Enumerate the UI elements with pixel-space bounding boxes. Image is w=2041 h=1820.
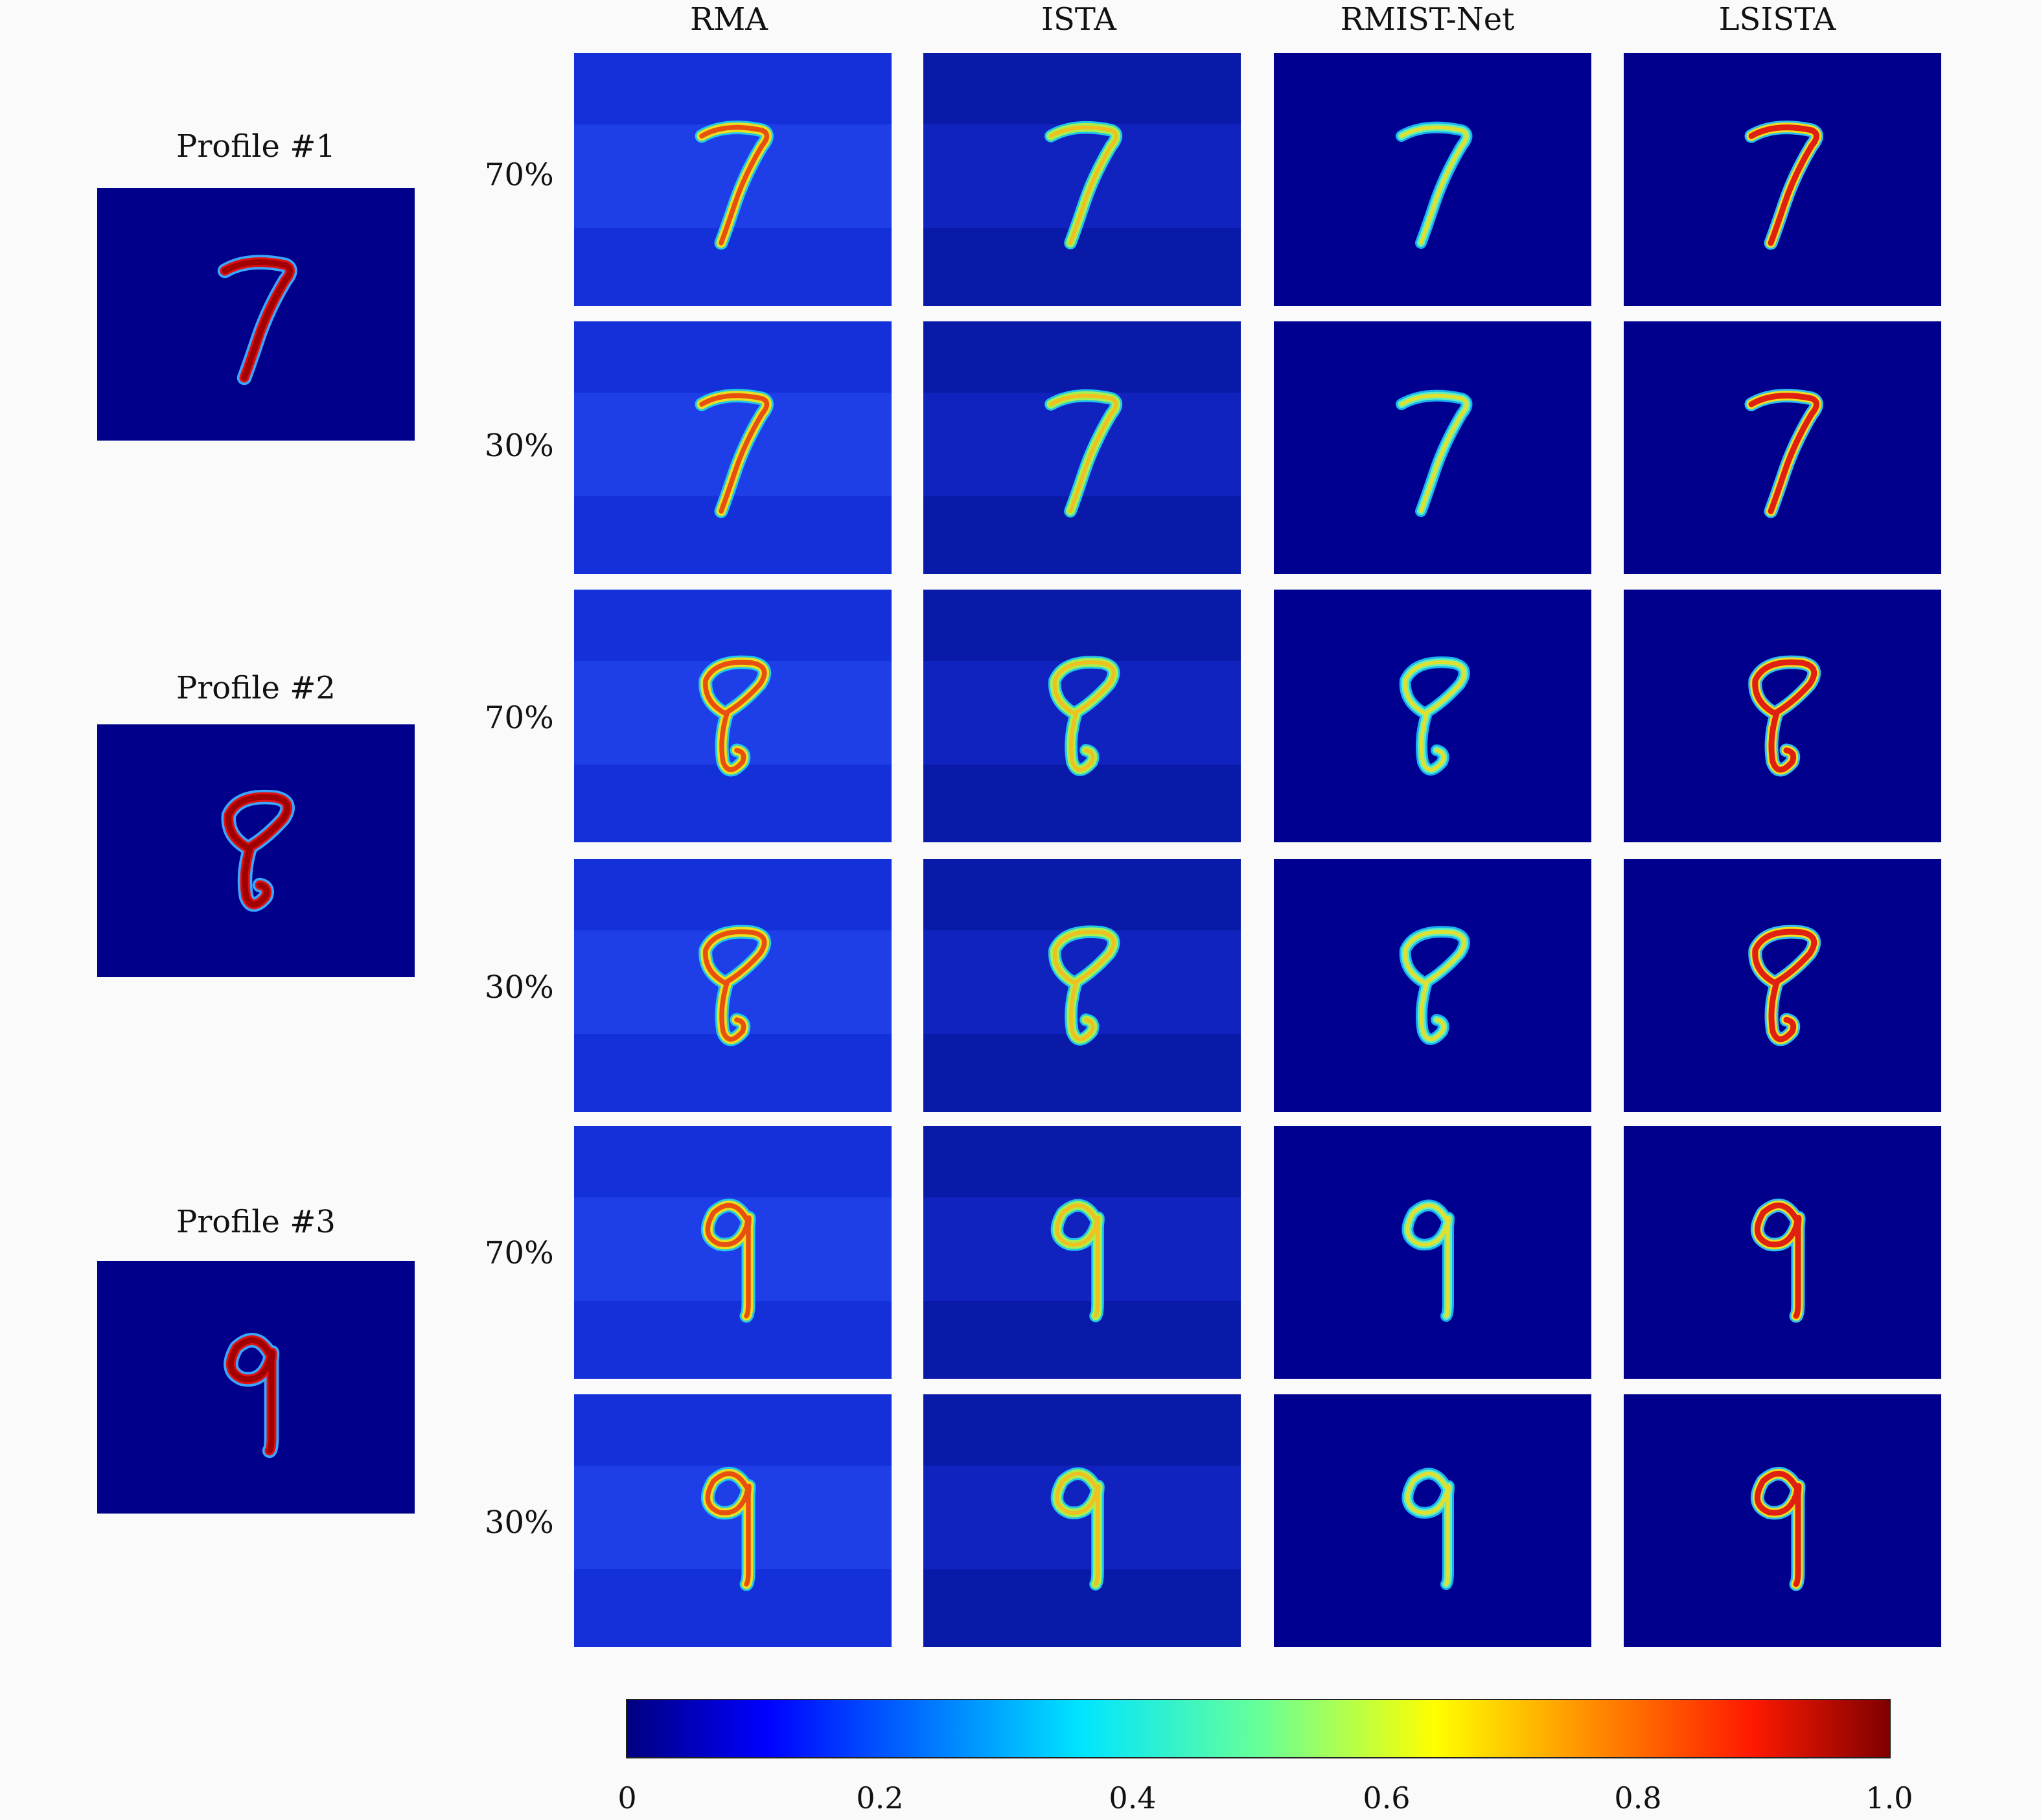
- reconstruction-r3-c4: [1624, 590, 1941, 842]
- colorbar-tick-5: 1.0: [1865, 1780, 1913, 1815]
- reconstruction-r1-c2: [923, 53, 1241, 306]
- reconstruction-r1-c3-image: [1274, 53, 1591, 306]
- colorbar-tick-1: 0.2: [856, 1780, 904, 1815]
- column-header-ista: ISTA: [1041, 1, 1116, 38]
- reconstruction-r1-c1-image: [574, 53, 892, 306]
- row-label-5: 70%: [485, 1235, 554, 1271]
- reconstruction-r5-c2-image: [923, 1126, 1241, 1379]
- colorbar-tick-0: 0: [617, 1780, 637, 1815]
- reconstruction-r2-c2-image: [923, 321, 1241, 574]
- colorbar-tick-4: 0.8: [1614, 1780, 1662, 1815]
- reconstruction-r1-c3: [1274, 53, 1591, 306]
- reconstruction-r2-c4: [1624, 321, 1941, 574]
- reconstruction-r3-c3: [1274, 590, 1591, 842]
- reconstruction-r4-c4: [1624, 859, 1941, 1112]
- profile-image-2: [97, 724, 415, 977]
- column-header-rmist-net: RMIST-Net: [1340, 1, 1515, 38]
- column-header-rma: RMA: [690, 1, 768, 38]
- row-label-6: 30%: [485, 1504, 554, 1541]
- reconstruction-r5-c4: [1624, 1126, 1941, 1379]
- reconstruction-r1-c4: [1624, 53, 1941, 306]
- reconstruction-r2-c3: [1274, 321, 1591, 574]
- reconstruction-r5-c4-image: [1624, 1126, 1941, 1379]
- reconstruction-r5-c1: [574, 1126, 892, 1379]
- reconstruction-r3-c3-image: [1274, 590, 1591, 842]
- column-header-lsista: LSISTA: [1718, 1, 1836, 38]
- reconstruction-r3-c2: [923, 590, 1241, 842]
- colorbar-tick-2: 0.4: [1109, 1780, 1157, 1815]
- reconstruction-r6-c1: [574, 1394, 892, 1647]
- colorbar-tick-3: 0.6: [1363, 1780, 1411, 1815]
- profile-title-1: Profile #1: [176, 128, 336, 165]
- profile-image-1-image: [97, 188, 415, 441]
- reconstruction-r4-c1-image: [574, 859, 892, 1112]
- reconstruction-r1-c2-image: [923, 53, 1241, 306]
- reconstruction-r1-c4-image: [1624, 53, 1941, 306]
- reconstruction-r3-c2-image: [923, 590, 1241, 842]
- colorbar-gradient: [627, 1700, 1889, 1757]
- reconstruction-r3-c4-image: [1624, 590, 1941, 842]
- reconstruction-r6-c3: [1274, 1394, 1591, 1647]
- reconstruction-r4-c4-image: [1624, 859, 1941, 1112]
- row-label-4: 30%: [485, 969, 554, 1006]
- reconstruction-r4-c3: [1274, 859, 1591, 1112]
- reconstruction-r5-c3-image: [1274, 1126, 1591, 1379]
- reconstruction-r4-c3-image: [1274, 859, 1591, 1112]
- reconstruction-r6-c3-image: [1274, 1394, 1591, 1647]
- reconstruction-r1-c1: [574, 53, 892, 306]
- reconstruction-r3-c1: [574, 590, 892, 842]
- reconstruction-r6-c2-image: [923, 1394, 1241, 1647]
- reconstruction-r6-c2: [923, 1394, 1241, 1647]
- reconstruction-r2-c1-image: [574, 321, 892, 574]
- reconstruction-r5-c1-image: [574, 1126, 892, 1379]
- row-label-1: 70%: [485, 157, 554, 193]
- reconstruction-r2-c4-image: [1624, 321, 1941, 574]
- reconstruction-r6-c4: [1624, 1394, 1941, 1647]
- profile-title-2: Profile #2: [176, 670, 336, 706]
- reconstruction-r3-c1-image: [574, 590, 892, 842]
- reconstruction-r4-c2-image: [923, 859, 1241, 1112]
- profile-title-3: Profile #3: [176, 1204, 336, 1240]
- row-label-3: 70%: [485, 700, 554, 736]
- reconstruction-r2-c1: [574, 321, 892, 574]
- reconstruction-r5-c3: [1274, 1126, 1591, 1379]
- colorbar: [626, 1699, 1891, 1758]
- profile-image-3-image: [97, 1261, 415, 1514]
- reconstruction-r5-c2: [923, 1126, 1241, 1379]
- reconstruction-r6-c4-image: [1624, 1394, 1941, 1647]
- reconstruction-r4-c1: [574, 859, 892, 1112]
- reconstruction-r2-c3-image: [1274, 321, 1591, 574]
- reconstruction-r4-c2: [923, 859, 1241, 1112]
- reconstruction-r6-c1-image: [574, 1394, 892, 1647]
- reconstruction-r2-c2: [923, 321, 1241, 574]
- profile-image-3: [97, 1261, 415, 1514]
- profile-image-2-image: [97, 724, 415, 977]
- row-label-2: 30%: [485, 428, 554, 464]
- profile-image-1: [97, 188, 415, 441]
